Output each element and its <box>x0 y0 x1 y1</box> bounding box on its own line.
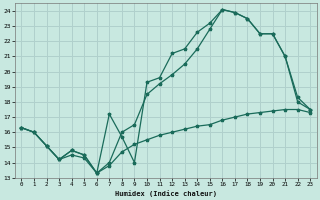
X-axis label: Humidex (Indice chaleur): Humidex (Indice chaleur) <box>115 190 217 197</box>
